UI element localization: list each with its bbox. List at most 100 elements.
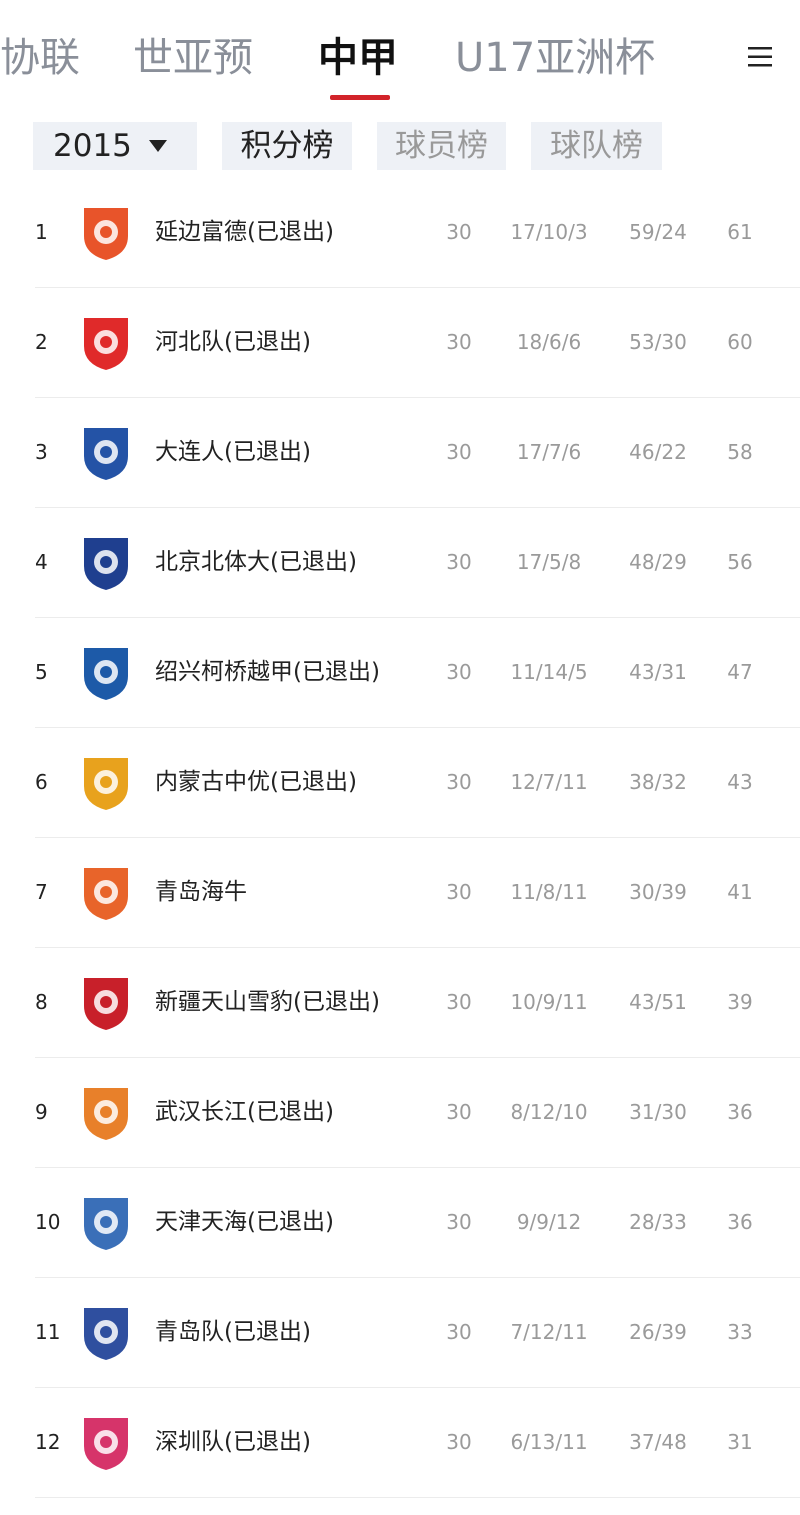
points: 31 <box>727 1430 753 1454</box>
rank: 6 <box>35 770 48 794</box>
played: 30 <box>446 330 472 354</box>
rank: 11 <box>35 1320 61 1344</box>
team-logo <box>84 868 128 920</box>
team-name[interactable]: 河北队(已退出) <box>155 329 311 355</box>
goals: 30/39 <box>629 880 687 904</box>
team-name[interactable]: 武汉长江(已退出) <box>155 1099 334 1125</box>
points: 60 <box>727 330 753 354</box>
team-logo <box>84 1308 128 1360</box>
played: 30 <box>446 550 472 574</box>
played: 30 <box>446 990 472 1014</box>
row-divider <box>35 1387 800 1388</box>
goals: 38/32 <box>629 770 687 794</box>
menu-icon[interactable] <box>746 44 774 70</box>
team-name[interactable]: 青岛海牛 <box>155 879 247 905</box>
goals: 43/51 <box>629 990 687 1014</box>
played: 30 <box>446 440 472 464</box>
rank: 9 <box>35 1100 48 1124</box>
win-draw-loss: 7/12/11 <box>510 1320 588 1344</box>
team-name[interactable]: 北京北体大(已退出) <box>155 549 357 575</box>
goals: 28/33 <box>629 1210 687 1234</box>
team-logo <box>84 318 128 370</box>
goals: 37/48 <box>629 1430 687 1454</box>
season: 2015 <box>53 128 132 164</box>
rank: 3 <box>35 440 48 464</box>
rank: 4 <box>35 550 48 574</box>
row-divider <box>35 837 800 838</box>
played: 30 <box>446 1320 472 1344</box>
team-name[interactable]: 深圳队(已退出) <box>155 1429 311 1455</box>
team-logo <box>84 1198 128 1250</box>
team-logo <box>84 428 128 480</box>
top-tab[interactable]: 协联 <box>0 35 80 81</box>
win-draw-loss: 12/7/11 <box>510 770 588 794</box>
row-divider <box>35 287 800 288</box>
row-divider <box>35 507 800 508</box>
played: 30 <box>446 1210 472 1234</box>
win-draw-loss: 6/13/11 <box>510 1430 588 1454</box>
team-name[interactable]: 新疆天山雪豹(已退出) <box>155 989 380 1015</box>
row-divider <box>35 397 800 398</box>
rank: 2 <box>35 330 48 354</box>
points: 36 <box>727 1100 753 1124</box>
played: 30 <box>446 660 472 684</box>
points: 47 <box>727 660 753 684</box>
team-logo <box>84 208 128 260</box>
points: 41 <box>727 880 753 904</box>
win-draw-loss: 18/6/6 <box>516 330 582 354</box>
rank: 7 <box>35 880 48 904</box>
goals: 48/29 <box>629 550 687 574</box>
win-draw-loss: 11/14/5 <box>510 660 588 684</box>
played: 30 <box>446 770 472 794</box>
team-logo <box>84 648 128 700</box>
points: 58 <box>727 440 753 464</box>
points: 61 <box>727 220 753 244</box>
top-tab[interactable]: U17亚洲杯 <box>455 35 656 81</box>
season-select[interactable]: 2015 <box>33 122 197 170</box>
team-logo <box>84 538 128 590</box>
rank: 8 <box>35 990 48 1014</box>
team-name[interactable]: 大连人(已退出) <box>155 439 311 465</box>
goals: 59/24 <box>629 220 687 244</box>
goals: 46/22 <box>629 440 687 464</box>
win-draw-loss: 8/12/10 <box>510 1100 588 1124</box>
row-divider <box>35 1057 800 1058</box>
tab-underline <box>330 95 390 100</box>
team-name[interactable]: 天津天海(已退出) <box>155 1209 334 1235</box>
win-draw-loss: 11/8/11 <box>510 880 588 904</box>
rank: 5 <box>35 660 48 684</box>
team-logo <box>84 1088 128 1140</box>
points: 33 <box>727 1320 753 1344</box>
played: 30 <box>446 880 472 904</box>
filter-tab[interactable]: 球队榜 <box>531 122 662 170</box>
win-draw-loss: 17/5/8 <box>516 550 582 574</box>
goals: 26/39 <box>629 1320 687 1344</box>
points: 39 <box>727 990 753 1014</box>
filter-tab[interactable]: 积分榜 <box>222 122 352 170</box>
goals: 31/30 <box>629 1100 687 1124</box>
rank: 1 <box>35 220 48 244</box>
points: 56 <box>727 550 753 574</box>
team-logo <box>84 978 128 1030</box>
top-tab[interactable]: 世亚预 <box>133 35 253 81</box>
team-logo <box>84 758 128 810</box>
win-draw-loss: 9/9/12 <box>516 1210 582 1234</box>
top-tab[interactable]: 中甲 <box>318 35 398 81</box>
played: 30 <box>446 1100 472 1124</box>
row-divider <box>35 1277 800 1278</box>
filter-tab[interactable]: 球员榜 <box>377 122 506 170</box>
played: 30 <box>446 220 472 244</box>
team-name[interactable]: 内蒙古中优(已退出) <box>155 769 357 795</box>
played: 30 <box>446 1430 472 1454</box>
goals: 53/30 <box>629 330 687 354</box>
team-name[interactable]: 绍兴柯桥越甲(已退出) <box>155 659 380 685</box>
goals: 43/31 <box>629 660 687 684</box>
row-divider <box>35 727 800 728</box>
row-divider <box>35 1497 800 1498</box>
team-name[interactable]: 青岛队(已退出) <box>155 1319 311 1345</box>
win-draw-loss: 17/7/6 <box>516 440 582 464</box>
team-name[interactable]: 延边富德(已退出) <box>155 219 334 245</box>
row-divider <box>35 947 800 948</box>
win-draw-loss: 10/9/11 <box>510 990 588 1014</box>
